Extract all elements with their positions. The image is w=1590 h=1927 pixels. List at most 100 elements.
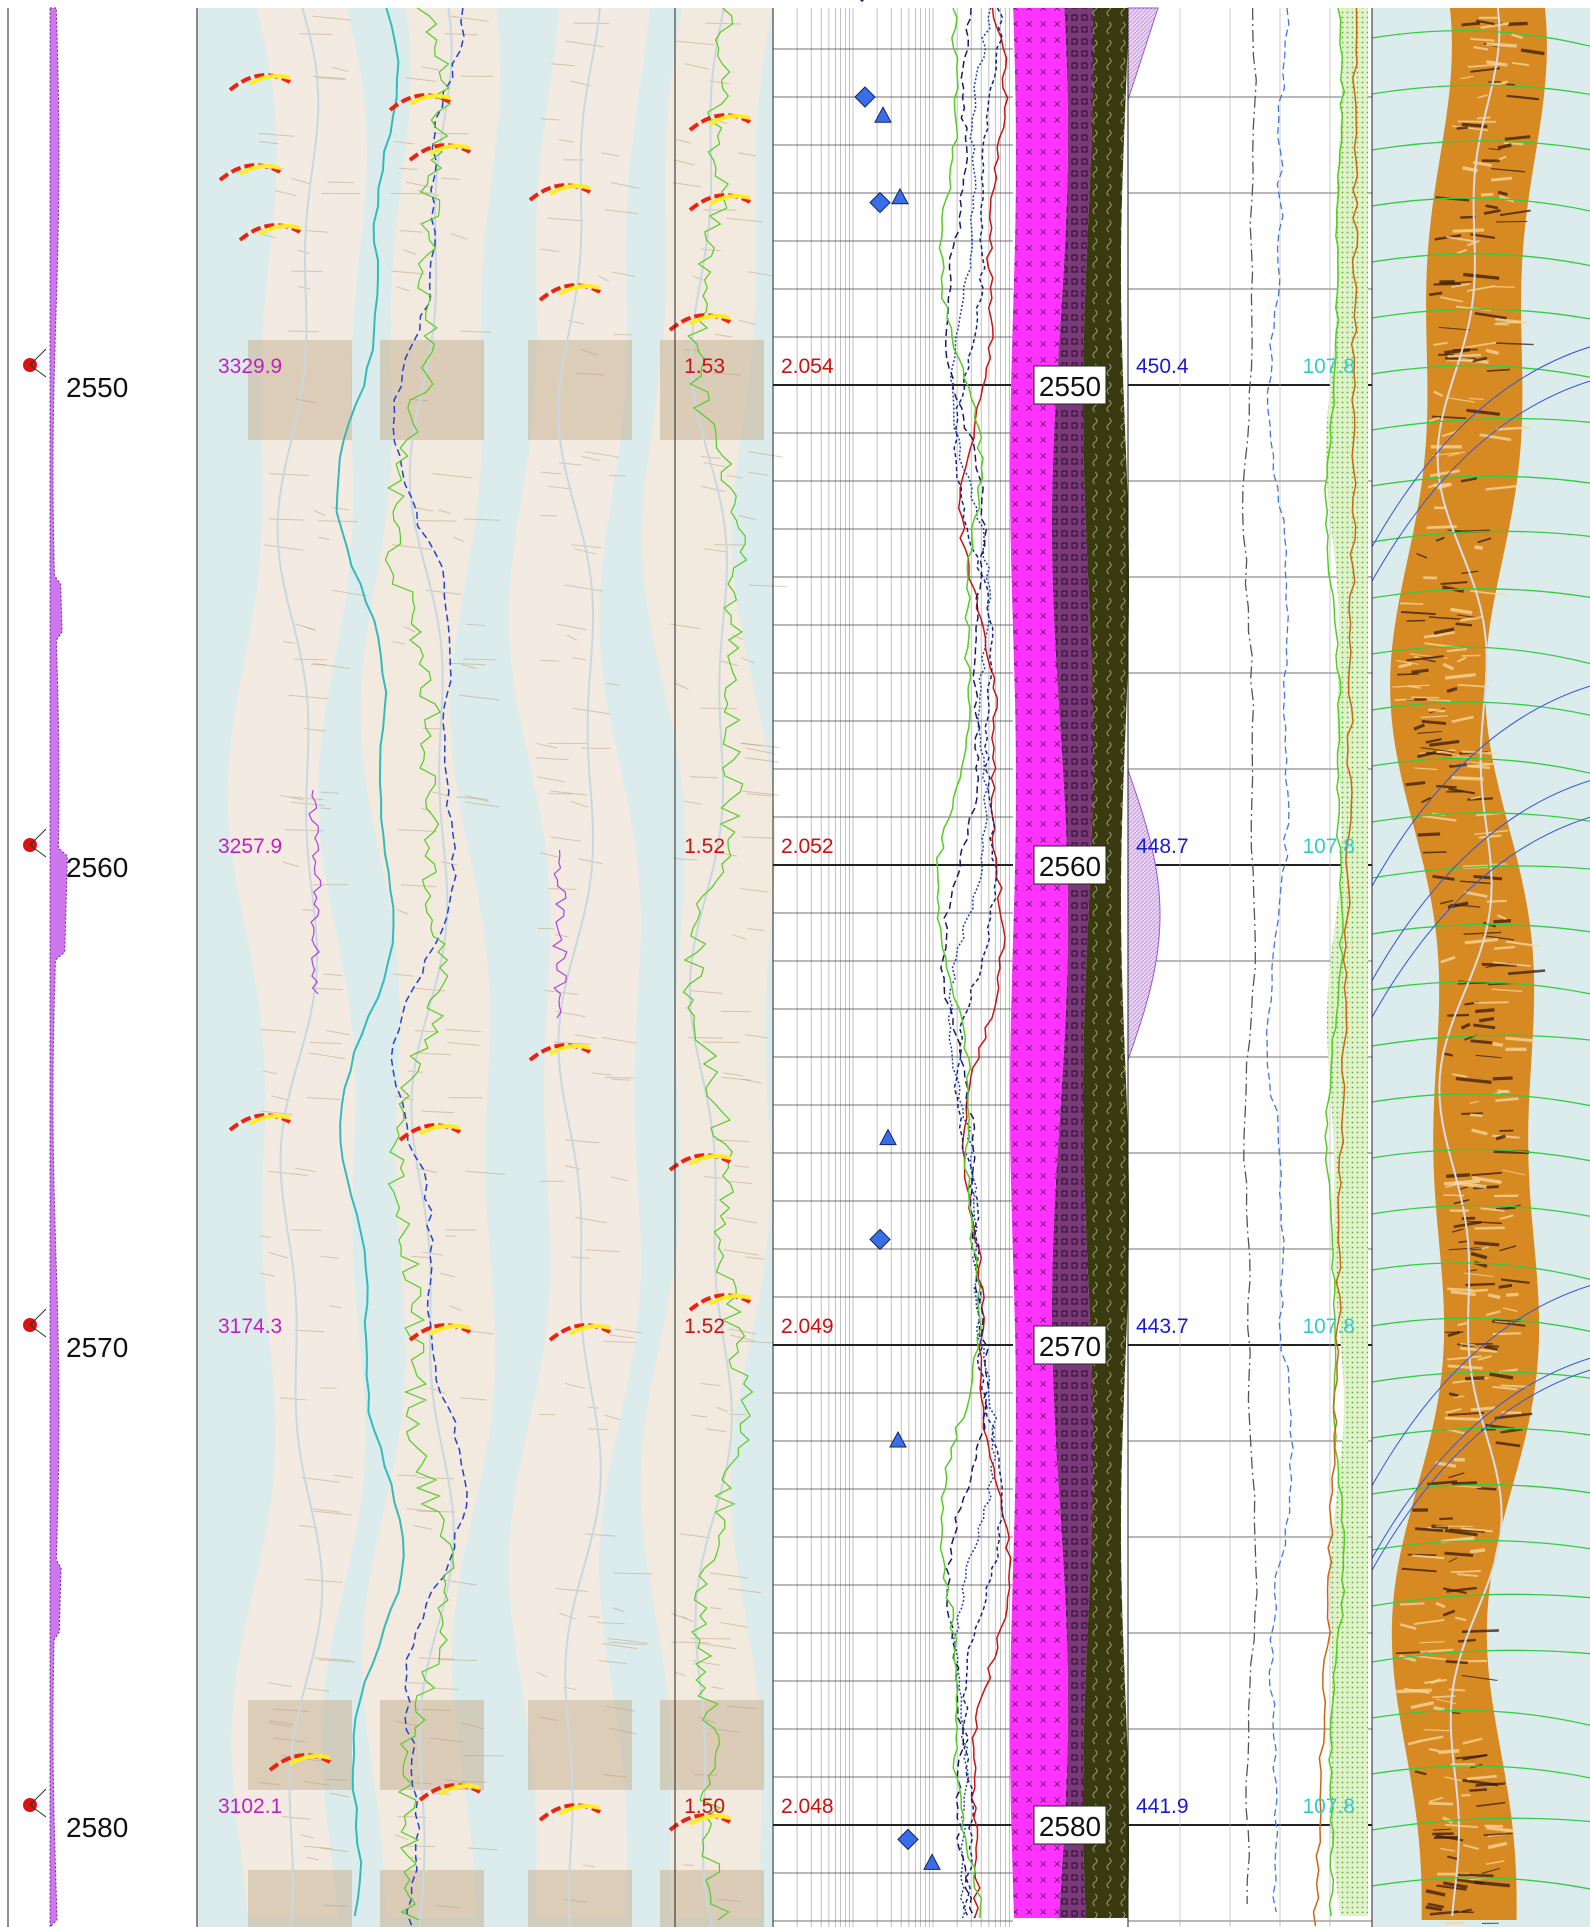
dynamic-image-texture xyxy=(1452,230,1483,231)
resistivity-value-label: 3174.3 xyxy=(218,1315,282,1338)
dynamic-image-texture xyxy=(1462,23,1480,25)
dynamic-image-texture xyxy=(1452,757,1470,758)
dynamic-image-texture xyxy=(1470,1249,1481,1250)
dynamic-image-texture xyxy=(1418,834,1440,835)
dynamic-image-texture xyxy=(1452,778,1484,780)
temperature-value-label: 107.8 xyxy=(1302,355,1355,378)
static-image-band xyxy=(660,1870,764,1927)
velocity-value-label: 450.4 xyxy=(1136,355,1189,378)
dynamic-image-texture xyxy=(1434,284,1461,285)
velocity-value-label: 441.9 xyxy=(1136,1795,1189,1818)
dynamic-image-texture xyxy=(1470,1290,1488,1291)
dynamic-image-texture xyxy=(1434,484,1450,486)
depth-tick-label: 2580 xyxy=(66,1812,128,1843)
static-image-band xyxy=(528,1870,632,1927)
temperature-value-label: 107.8 xyxy=(1302,835,1355,858)
lithology-depth-label: 2580 xyxy=(1039,1811,1101,1842)
dynamic-image-texture xyxy=(1400,603,1423,604)
dynamic-image-texture xyxy=(1448,355,1481,356)
depth-tick-label: 2550 xyxy=(66,372,128,403)
dynamic-image-texture xyxy=(1496,1208,1515,1209)
caliper-value-label: 1.53 xyxy=(684,355,725,378)
depth-tick-label: 2570 xyxy=(66,1332,128,1363)
dynamic-image-texture xyxy=(1493,287,1515,288)
dynamic-image-texture xyxy=(1436,786,1456,787)
dynamic-image-texture xyxy=(1423,852,1447,853)
density-value-label: 2.049 xyxy=(781,1315,834,1338)
dynamic-image-texture xyxy=(1493,921,1511,922)
dynamic-image-texture xyxy=(1475,1228,1505,1229)
static-image-band xyxy=(528,340,632,440)
dynamic-image-texture xyxy=(1477,1488,1496,1489)
dynamic-image-texture xyxy=(1395,699,1415,700)
dynamic-image-texture xyxy=(1452,1483,1477,1484)
dynamic-image-texture xyxy=(1458,1640,1476,1641)
dynamic-image-texture xyxy=(1470,1789,1487,1790)
dynamic-image-texture xyxy=(1429,1803,1453,1804)
dynamic-image-texture xyxy=(1470,1550,1485,1552)
dynamic-image-texture xyxy=(1486,44,1517,46)
caliper-value-label: 1.52 xyxy=(684,835,725,858)
dynamic-image-texture xyxy=(1447,1015,1469,1016)
dynamic-image-texture xyxy=(1465,1378,1484,1379)
dynamic-image-texture xyxy=(1504,143,1524,144)
dynamic-image-texture xyxy=(1462,1218,1475,1219)
density-value-label: 2.052 xyxy=(781,835,834,858)
dynamic-image-texture xyxy=(1475,1010,1494,1012)
dynamic-image-texture xyxy=(1439,1518,1453,1519)
static-image-texture xyxy=(321,808,331,809)
dynamic-image-texture xyxy=(1397,674,1419,675)
velocity-value-label: 443.7 xyxy=(1136,1315,1189,1338)
track-depth-background xyxy=(0,8,196,1927)
dynamic-image-texture xyxy=(1458,1875,1494,1876)
dynamic-image-texture xyxy=(1496,221,1527,222)
static-image-band xyxy=(660,1700,764,1790)
static-image-band xyxy=(380,340,484,440)
dynamic-image-texture xyxy=(1411,670,1428,672)
static-image-texture xyxy=(433,133,468,134)
dynamic-image-texture xyxy=(1474,1002,1509,1003)
dynamic-image-texture xyxy=(1499,1285,1512,1287)
dynamic-image-texture xyxy=(1475,547,1483,548)
dynamic-image-texture xyxy=(1474,1243,1499,1245)
dynamic-image-texture xyxy=(1446,1175,1470,1176)
dynamic-image-texture xyxy=(1497,1091,1509,1092)
dynamic-image-texture xyxy=(1452,1713,1460,1714)
dynamic-image-texture xyxy=(1434,1708,1445,1710)
dynamic-image-texture xyxy=(1496,322,1523,323)
resistivity-value-label: 3102.1 xyxy=(218,1795,282,1818)
lithology-depth-label: 2550 xyxy=(1039,371,1101,402)
dynamic-image-texture xyxy=(1438,1751,1459,1753)
dynamic-image-texture xyxy=(1487,1346,1500,1347)
dynamic-image-texture xyxy=(1471,1041,1492,1043)
dynamic-image-texture xyxy=(1445,1418,1483,1419)
density-value-label: 2.054 xyxy=(781,355,834,378)
depth-tick-label: 2560 xyxy=(66,852,128,883)
lithology-depth-label: 2560 xyxy=(1039,851,1101,882)
caliper-value-label: 1.50 xyxy=(684,1795,725,1818)
density-value-label: 2.048 xyxy=(781,1795,834,1818)
resistivity-value-label: 3257.9 xyxy=(218,835,282,858)
dynamic-image-texture xyxy=(1494,324,1508,325)
resistivity-value-label: 3329.9 xyxy=(218,355,282,378)
static-image-texture xyxy=(463,659,496,660)
dynamic-image-texture xyxy=(1446,1661,1468,1662)
dynamic-image-texture xyxy=(1491,178,1512,180)
dynamic-image-texture xyxy=(1462,655,1481,656)
velocity-value-label: 448.7 xyxy=(1136,835,1189,858)
lithology-column: 2550256025702580 xyxy=(1010,8,1129,1918)
dynamic-image-texture xyxy=(1449,765,1467,767)
dynamic-image-texture xyxy=(1508,23,1528,24)
dynamic-image-texture xyxy=(1462,1630,1499,1631)
dynamic-image-texture xyxy=(1501,1385,1529,1386)
dynamic-image-texture xyxy=(1470,1115,1482,1116)
static-image-texture xyxy=(326,1779,347,1780)
dynamic-image-texture xyxy=(1449,1689,1465,1690)
caliper-value-label: 1.52 xyxy=(684,1315,725,1338)
lithology-dark xyxy=(1083,8,1129,1918)
dynamic-image-texture xyxy=(1428,710,1445,711)
dip-marker-diamond xyxy=(852,0,872,1)
temperature-value-label: 107.8 xyxy=(1302,1315,1355,1338)
static-image-texture xyxy=(288,331,318,332)
